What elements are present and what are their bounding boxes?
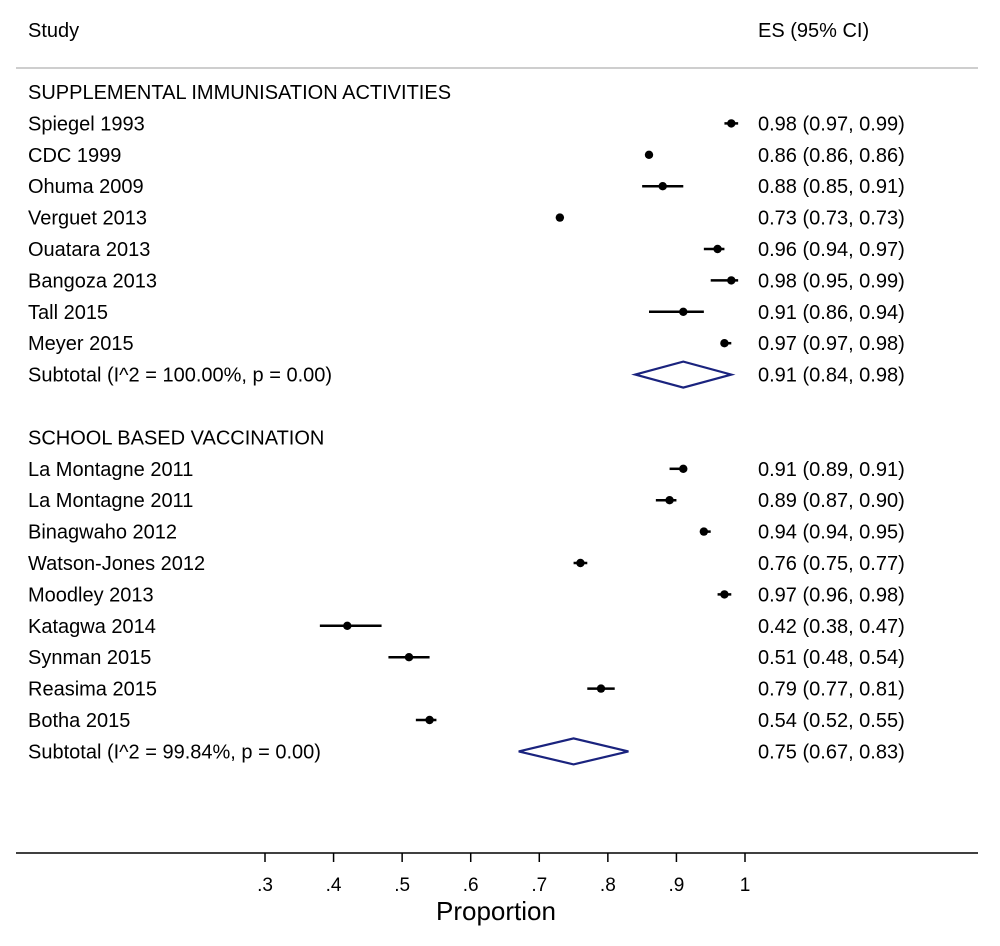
study-row: Moodley 2013 0.97 (0.96, 0.98) bbox=[28, 584, 905, 606]
es-ci-value: 0.97 (0.96, 0.98) bbox=[758, 584, 905, 606]
es-ci-value: 0.94 (0.94, 0.95) bbox=[758, 522, 905, 544]
point-estimate-marker bbox=[679, 307, 688, 316]
point-estimate-marker bbox=[404, 653, 414, 662]
subtotal-row: Subtotal (I^2 = 100.00%, p = 0.00) 0.91 (… bbox=[28, 360, 905, 389]
x-tick-label: 1 bbox=[740, 875, 751, 896]
study-row: La Montagne 2011 0.91 (0.89, 0.91) bbox=[28, 459, 905, 481]
study-row: Spiegel 1993 0.98 (0.97, 0.99) bbox=[28, 113, 905, 135]
point-estimate-marker bbox=[699, 527, 709, 536]
study-row: CDC 1999 0.86 (0.86, 0.86) bbox=[28, 145, 905, 167]
x-tick-label: .3 bbox=[257, 875, 273, 896]
study-name: La Montagne 2011 bbox=[28, 490, 193, 512]
subtotal-diamond bbox=[631, 360, 736, 389]
group-heading: SCHOOL BASED VACCINATION bbox=[28, 427, 324, 449]
study-name: Botha 2015 bbox=[28, 710, 130, 732]
study-row: Botha 2015 0.54 (0.52, 0.55) bbox=[28, 710, 905, 732]
point-estimate-marker bbox=[555, 213, 565, 222]
subtotal-es-ci-value: 0.91 (0.84, 0.98) bbox=[758, 365, 905, 387]
study-row: Meyer 2015 0.97 (0.97, 0.98) bbox=[28, 333, 905, 355]
study-name: Binagwaho 2012 bbox=[28, 522, 177, 544]
point-estimate-marker bbox=[720, 590, 729, 599]
point-estimate-marker bbox=[720, 339, 729, 348]
study-name: Verguet 2013 bbox=[28, 208, 147, 230]
study-name: Spiegel 1993 bbox=[28, 113, 145, 135]
x-tick-label: .6 bbox=[463, 875, 479, 896]
study-row: Tall 2015 0.91 (0.86, 0.94) bbox=[28, 302, 905, 324]
es-ci-value: 0.91 (0.89, 0.91) bbox=[758, 459, 905, 481]
study-name: Moodley 2013 bbox=[28, 584, 154, 606]
study-row: Watson-Jones 2012 0.76 (0.75, 0.77) bbox=[28, 553, 905, 575]
study-name: La Montagne 2011 bbox=[28, 459, 193, 481]
header-study-label: Study bbox=[28, 20, 79, 42]
x-tick-label: .9 bbox=[668, 875, 684, 896]
study-name: Katagwa 2014 bbox=[28, 616, 156, 638]
x-tick-label: .7 bbox=[531, 875, 547, 896]
group-heading: SUPPLEMENTAL IMMUNISATION ACTIVITIES bbox=[28, 82, 451, 104]
point-estimate-marker bbox=[596, 684, 606, 693]
es-ci-value: 0.88 (0.85, 0.91) bbox=[758, 176, 905, 198]
point-estimate-marker bbox=[343, 621, 352, 630]
es-ci-value: 0.79 (0.77, 0.81) bbox=[758, 679, 905, 701]
x-axis-ticks: .3 .4 .5 .6 .7 .8 .9 1 bbox=[257, 853, 750, 896]
study-row: Ouatara 2013 0.96 (0.94, 0.97) bbox=[28, 239, 905, 261]
es-ci-value: 0.97 (0.97, 0.98) bbox=[758, 333, 905, 355]
es-ci-value: 0.98 (0.95, 0.99) bbox=[758, 270, 905, 292]
es-ci-value: 0.98 (0.97, 0.99) bbox=[758, 113, 905, 135]
header-es-label: ES (95% CI) bbox=[758, 20, 869, 42]
study-name: Ouatara 2013 bbox=[28, 239, 150, 261]
study-name: Bangoza 2013 bbox=[28, 270, 157, 292]
study-row: Reasima 2015 0.79 (0.77, 0.81) bbox=[28, 679, 905, 701]
point-estimate-marker bbox=[576, 558, 585, 568]
study-row: Katagwa 2014 0.42 (0.38, 0.47) bbox=[28, 616, 905, 638]
subtotal-label: Subtotal (I^2 = 99.84%, p = 0.00) bbox=[28, 741, 321, 763]
subtotal-label: Subtotal (I^2 = 100.00%, p = 0.00) bbox=[28, 365, 332, 387]
study-row: Bangoza 2013 0.98 (0.95, 0.99) bbox=[28, 270, 905, 292]
es-ci-value: 0.91 (0.86, 0.94) bbox=[758, 302, 905, 324]
study-name: Meyer 2015 bbox=[28, 333, 134, 355]
es-ci-value: 0.76 (0.75, 0.77) bbox=[758, 553, 905, 575]
es-ci-value: 0.96 (0.94, 0.97) bbox=[758, 239, 905, 261]
point-estimate-marker bbox=[679, 464, 688, 473]
point-estimate-marker bbox=[727, 276, 736, 285]
study-name: Tall 2015 bbox=[28, 302, 108, 324]
point-estimate-marker bbox=[658, 182, 667, 191]
es-ci-value: 0.89 (0.87, 0.90) bbox=[758, 490, 905, 512]
study-name: Synman 2015 bbox=[28, 647, 151, 669]
subtotal-es-ci-value: 0.75 (0.67, 0.83) bbox=[758, 741, 905, 763]
x-tick-label: .4 bbox=[326, 875, 342, 896]
subtotal-row: Subtotal (I^2 = 99.84%, p = 0.00) 0.75 (0… bbox=[28, 737, 905, 766]
study-row: Ohuma 2009 0.88 (0.85, 0.91) bbox=[28, 176, 905, 198]
point-estimate-marker bbox=[713, 244, 722, 254]
es-ci-value: 0.42 (0.38, 0.47) bbox=[758, 616, 905, 638]
point-estimate-marker bbox=[727, 119, 736, 128]
point-estimate-marker bbox=[425, 715, 434, 725]
study-row: Synman 2015 0.51 (0.48, 0.54) bbox=[28, 647, 905, 669]
subtotal-diamond bbox=[518, 737, 629, 766]
es-ci-value: 0.86 (0.86, 0.86) bbox=[758, 145, 905, 167]
study-name: Ohuma 2009 bbox=[28, 176, 144, 198]
plot-rows: SUPPLEMENTAL IMMUNISATION ACTIVITIES Spie… bbox=[28, 82, 905, 766]
es-ci-value: 0.54 (0.52, 0.55) bbox=[758, 710, 905, 732]
es-ci-value: 0.73 (0.73, 0.73) bbox=[758, 208, 905, 230]
es-ci-value: 0.51 (0.48, 0.54) bbox=[758, 647, 905, 669]
study-name: Reasima 2015 bbox=[28, 679, 157, 701]
study-name: Watson-Jones 2012 bbox=[28, 553, 205, 575]
x-tick-label: .8 bbox=[600, 875, 616, 896]
x-tick-label: .5 bbox=[394, 875, 410, 896]
x-axis-title: Proportion bbox=[436, 896, 556, 926]
study-name: CDC 1999 bbox=[28, 145, 121, 167]
point-estimate-marker bbox=[665, 496, 674, 505]
study-row: Verguet 2013 0.73 (0.73, 0.73) bbox=[28, 208, 905, 230]
study-row: La Montagne 2011 0.89 (0.87, 0.90) bbox=[28, 490, 905, 512]
study-row: Binagwaho 2012 0.94 (0.94, 0.95) bbox=[28, 522, 905, 544]
point-estimate-marker bbox=[644, 150, 654, 159]
